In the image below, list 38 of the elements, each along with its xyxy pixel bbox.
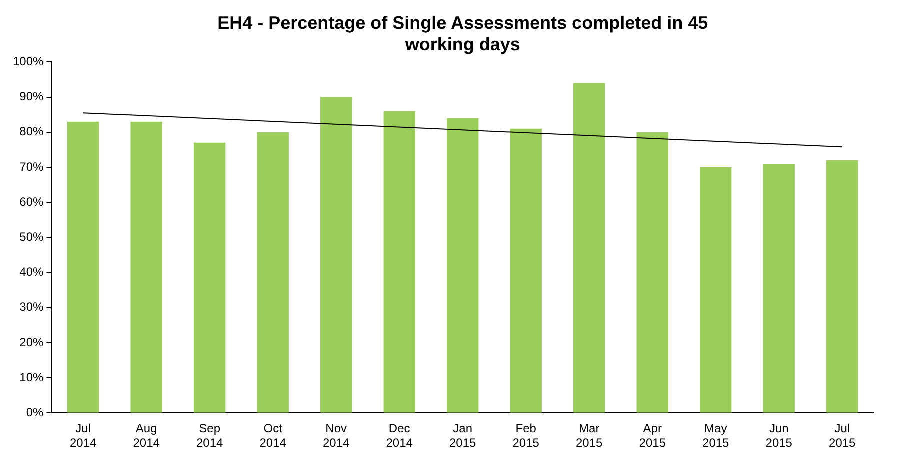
bar [194, 142, 226, 413]
bar [574, 83, 606, 413]
x-tick-label: Apr 2015 [639, 422, 666, 450]
bar [826, 160, 858, 413]
bar [636, 132, 668, 413]
y-tick-label: 50% [20, 230, 44, 244]
bar [510, 128, 542, 413]
x-tick-label: Jun 2015 [766, 422, 793, 450]
chart-title: EH4 - Percentage of Single Assessments completed in 45 working days [218, 12, 708, 54]
bar [130, 122, 162, 413]
y-tick-label: 20% [20, 335, 44, 350]
x-tick-label: Mar 2015 [576, 422, 604, 450]
bar [700, 168, 732, 413]
x-tick-label: Nov 2014 [322, 422, 350, 450]
y-tick-label: 60% [20, 194, 44, 209]
x-tick-label: May 2015 [702, 422, 730, 450]
y-tick-label: 80% [20, 124, 44, 139]
bar [320, 97, 352, 413]
x-tick-label: Sep 2014 [196, 422, 224, 450]
x-tick-label: Jul 2015 [829, 422, 856, 450]
y-tick-label: 10% [20, 370, 44, 384]
x-tick-label: Jul 2014 [70, 422, 97, 450]
bar [68, 122, 100, 413]
x-tick-label: Feb 2015 [512, 422, 540, 450]
y-tick-label: 0% [26, 406, 44, 420]
x-tick-label: Jan 2015 [449, 422, 477, 450]
bar [384, 111, 416, 413]
bar [763, 164, 795, 413]
y-tick-label: 100% [12, 54, 44, 69]
bar [447, 118, 479, 413]
x-tick-label: Oct 2014 [260, 422, 287, 450]
y-tick-label: 40% [20, 265, 44, 280]
x-tick-label: Aug 2014 [133, 422, 160, 450]
y-tick-label: 70% [20, 160, 44, 174]
bar [257, 132, 289, 413]
y-tick-label: 90% [20, 90, 44, 104]
x-tick-label: Dec 2014 [386, 422, 414, 450]
y-tick-label: 30% [20, 300, 44, 314]
